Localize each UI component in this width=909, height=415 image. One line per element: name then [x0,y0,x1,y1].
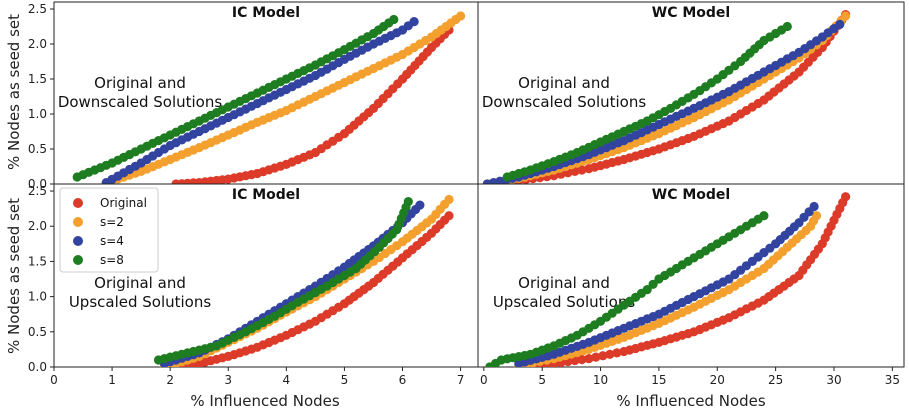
x-axis-label-left: % Influenced Nodes [190,392,340,410]
legend-marker-s4 [73,236,83,246]
data-point [444,211,454,221]
series-original [171,25,454,184]
x-tick-label: 6 [399,373,407,387]
legend-marker-original [73,198,83,208]
series-s-8 [153,197,413,365]
legend-box [59,187,159,273]
panel-annotation-line: Original and [518,74,610,92]
data-point [444,194,454,205]
y-axis-label-top: % Nodes as seed set [5,14,23,170]
panel-title: IC Model [232,187,300,203]
x-tick-label: 25 [768,373,783,387]
y-tick-label: 2.0 [28,219,47,233]
x-tick-label: 0 [50,373,58,387]
y-tick-label: 2.5 [28,184,47,198]
series-s-2 [101,11,466,184]
panel-annotation-line: Original and [94,74,186,92]
legend-marker-s8 [73,255,83,265]
y-tick-label: 0.0 [28,360,47,374]
series-group [153,194,454,367]
panel-annotation-line: Downscaled Solutions [482,93,647,111]
panel-annotation-line: Original and [94,274,186,292]
y-tick-label: 1.5 [28,254,47,268]
y-tick-label: 1.0 [28,107,47,121]
x-tick-label: 2 [166,373,174,387]
data-point [403,197,413,207]
panel-annotation-line: Upscaled Solutions [493,293,636,311]
series-s-8 [72,14,399,182]
x-tick-label: 35 [885,373,900,387]
data-point [415,200,425,210]
x-tick-label: 15 [651,373,666,387]
data-point [456,11,466,21]
legend-marker-s2 [73,217,83,227]
y-tick-label: 0.5 [28,142,47,156]
x-tick-label: 7 [457,373,465,387]
y-axis-label-bottom: % Nodes as seed set [5,198,23,354]
series-s-8 [485,211,769,367]
x-tick-label: 5 [538,373,546,387]
data-point [841,192,851,202]
y-tick-label: 2.5 [28,2,47,16]
data-point [809,201,819,212]
data-point [591,352,601,362]
panel-title: IC Model [232,5,300,21]
data-point [782,21,792,32]
x-tick-label: 0 [480,373,488,387]
x-axis-label-right: % Influenced Nodes [616,392,766,410]
data-point [612,348,622,358]
series-group [482,10,851,184]
data-point [409,17,419,27]
data-point [759,211,769,221]
series-s-8 [502,21,792,182]
panel-title: WC Model [652,5,730,21]
panel-title: WC Model [652,187,730,203]
x-tick-label: 30 [826,373,841,387]
data-point [598,351,608,361]
x-tick-label: 5 [341,373,349,387]
legend-label-s4: s=4 [100,234,124,248]
legend-label-original: Original [100,196,147,210]
data-point [811,211,822,221]
legend-label-s8: s=8 [100,253,124,267]
legend: Original s=2 s=4 s=8 [59,187,159,273]
series-s-4 [101,17,419,184]
series-group [485,192,851,367]
series-original [171,211,454,367]
y-tick-label: 1.5 [28,72,47,86]
series-s-4 [482,19,845,184]
data-point [577,354,587,365]
data-point [835,19,845,29]
data-point [389,14,399,25]
x-tick-label: 3 [224,373,232,387]
series-group [72,11,466,184]
legend-label-s2: s=2 [100,215,124,229]
panel-annotation-line: Upscaled Solutions [69,293,212,311]
x-tick-label: 1 [108,373,116,387]
data-point [648,279,658,289]
data-point [841,11,851,21]
y-tick-label: 2.0 [28,37,47,51]
y-tick-label: 0.0 [28,177,47,191]
series-original [514,192,851,367]
data-point [642,285,652,295]
data-point [605,349,615,359]
y-tick-label: 0.5 [28,325,47,339]
data-point [577,165,587,175]
x-tick-label: 4 [283,373,291,387]
data-point [584,354,594,364]
x-tick-label: 10 [593,373,608,387]
series-s-4 [514,201,819,367]
panel-annotation-line: Original and [518,274,610,292]
panel-annotation-line: Downscaled Solutions [58,93,223,111]
y-tick-label: 1.0 [28,290,47,304]
x-tick-label: 20 [710,373,725,387]
